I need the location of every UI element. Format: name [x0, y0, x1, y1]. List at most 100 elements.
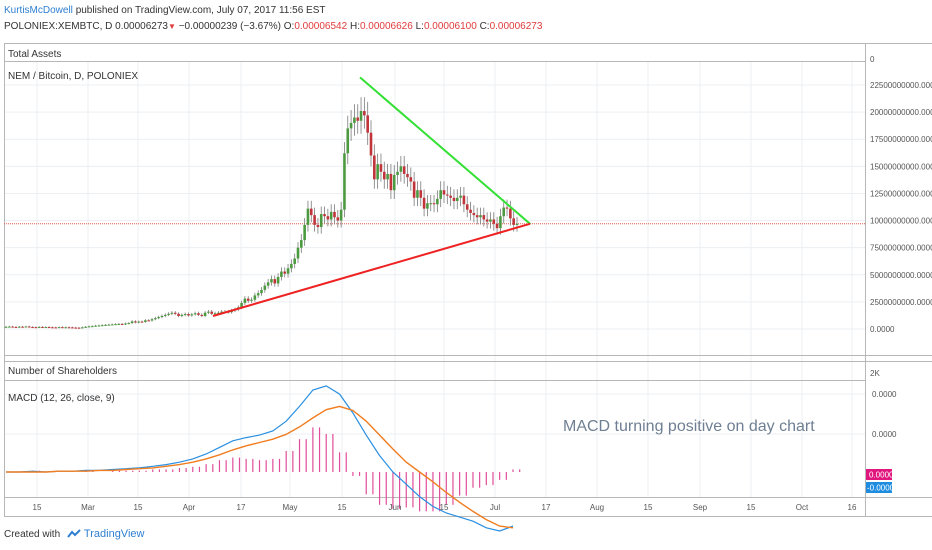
candle	[323, 206, 326, 224]
time-tick: 15	[134, 503, 143, 512]
candle	[319, 206, 323, 234]
candle	[386, 163, 389, 189]
candle	[41, 326, 44, 328]
symbol: POLONIEX:XEMBTC, D	[4, 21, 113, 32]
candle	[316, 217, 320, 234]
candle	[329, 204, 333, 227]
time-tick: 15	[33, 503, 42, 512]
candle	[104, 323, 107, 326]
candle	[392, 165, 396, 199]
candle	[482, 207, 486, 227]
candle	[173, 311, 177, 316]
candle	[44, 326, 48, 329]
tradingview-logo-icon	[67, 529, 81, 538]
candle	[266, 278, 270, 289]
candle	[489, 212, 492, 229]
time-tick: Apr	[183, 503, 196, 512]
candle	[290, 259, 293, 273]
candle	[276, 273, 280, 287]
time-tick: Jun	[389, 503, 402, 512]
candle	[296, 242, 300, 264]
publisher-line: KurtisMcDowell published on TradingView.…	[4, 5, 325, 17]
candle	[472, 205, 476, 223]
candle	[54, 326, 58, 329]
candle	[462, 186, 466, 213]
candle	[446, 185, 449, 205]
created-with: Created with	[4, 529, 61, 540]
candle	[389, 163, 393, 199]
candle	[339, 201, 343, 228]
symbol-line: POLONIEX:XEMBTC, D 0.00006273▼ −0.000002…	[4, 21, 542, 33]
signal-value: -0.0000	[867, 484, 895, 493]
candle	[409, 167, 413, 191]
candle	[137, 320, 141, 324]
tradingview-brand[interactable]: TradingView	[83, 528, 145, 540]
candle	[429, 195, 433, 212]
candle	[134, 320, 137, 324]
candle	[505, 199, 509, 217]
candle	[306, 200, 310, 232]
candle	[163, 313, 167, 318]
time-tick: 15	[338, 503, 347, 512]
candle	[11, 325, 14, 328]
candle	[51, 326, 54, 329]
candle	[336, 209, 340, 228]
candle	[167, 312, 170, 317]
candle	[120, 322, 124, 326]
candle	[100, 324, 104, 327]
candle	[495, 216, 499, 235]
price-tick: 5000000000.0000	[870, 271, 932, 280]
candle	[502, 199, 506, 224]
candle	[107, 323, 111, 326]
ohlc-value: 0.00006542	[294, 21, 350, 32]
ohlc-key: C:	[479, 21, 490, 32]
candle	[150, 318, 154, 322]
ohlc-value: 0.00006626	[359, 21, 416, 32]
time-tick: 15	[747, 503, 756, 512]
candle	[147, 319, 150, 322]
candle	[64, 326, 68, 329]
support-trendline[interactable]	[212, 222, 531, 317]
candle	[426, 195, 429, 217]
candle	[67, 326, 71, 329]
total-assets-label: Total Assets	[8, 49, 62, 60]
candle	[406, 163, 409, 187]
candle	[309, 200, 313, 223]
candle	[509, 200, 512, 226]
candle	[154, 316, 157, 321]
candle	[363, 97, 366, 129]
candle	[243, 296, 247, 305]
candle	[253, 292, 257, 302]
candle	[349, 109, 353, 141]
price-tick: 15000000000.0000	[870, 162, 932, 171]
candle	[124, 322, 127, 326]
candle	[465, 196, 469, 218]
macd-histogram	[32, 427, 521, 512]
candle	[432, 195, 436, 213]
macd-tick-top: 0.0000	[872, 390, 897, 399]
price-tick: 10000000000.0000	[870, 217, 932, 226]
candle	[485, 212, 489, 229]
candle	[303, 217, 306, 246]
candle	[326, 208, 330, 227]
candle	[286, 263, 290, 278]
candle	[157, 315, 160, 320]
candle	[190, 312, 194, 317]
candle	[280, 267, 283, 281]
candle	[4, 326, 8, 328]
pane-frames	[4, 43, 932, 517]
candle	[396, 161, 399, 185]
candle	[250, 297, 253, 303]
ohlc-value: 0.00006100	[423, 21, 480, 32]
grid	[4, 62, 865, 497]
signal-value-tag	[866, 482, 892, 493]
candle	[475, 207, 479, 225]
author-link[interactable]: KurtisMcDowell	[4, 5, 73, 16]
candle	[442, 181, 446, 204]
resistance-trendline[interactable]	[359, 76, 531, 225]
price-tick: 0.0000	[870, 325, 895, 334]
candle	[300, 234, 303, 253]
candle	[140, 320, 144, 323]
candle	[47, 326, 51, 329]
